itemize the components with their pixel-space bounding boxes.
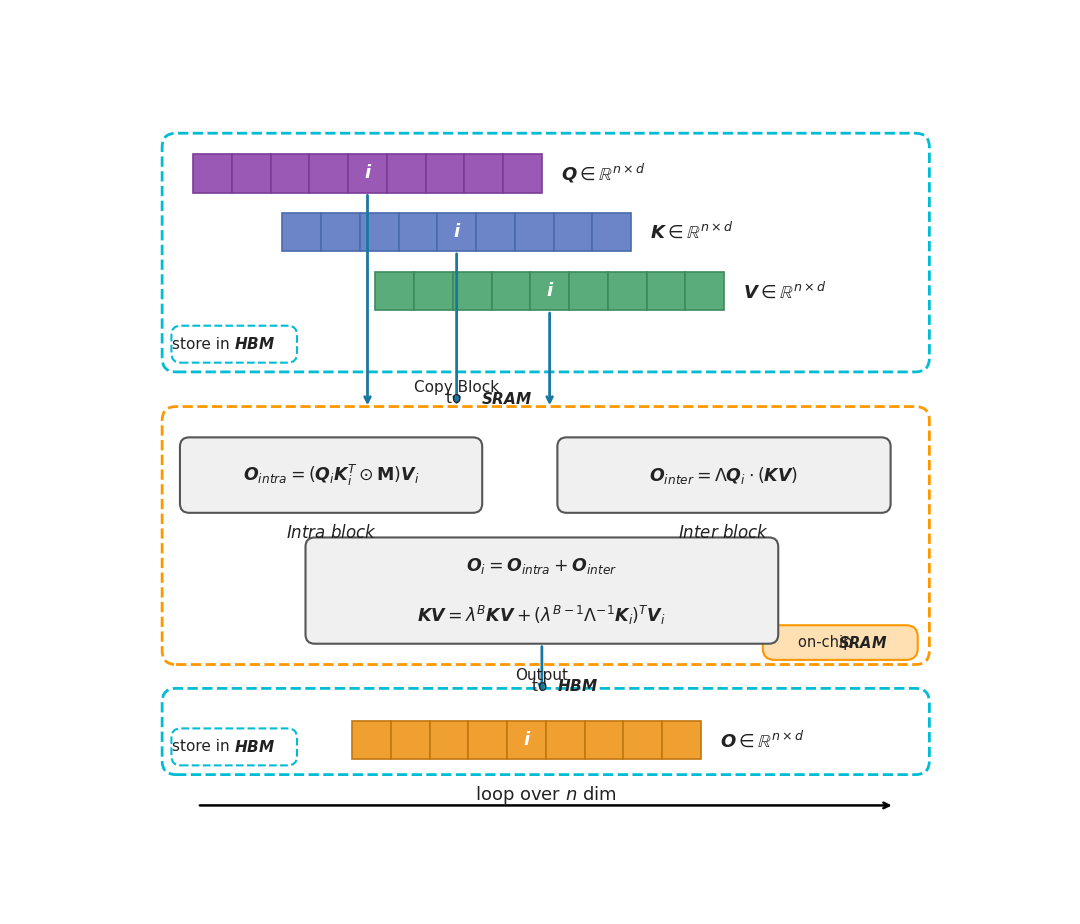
Text: $\mathit{Inter\ block}$: $\mathit{Inter\ block}$	[678, 524, 770, 541]
FancyBboxPatch shape	[469, 721, 507, 760]
FancyBboxPatch shape	[193, 154, 232, 192]
FancyBboxPatch shape	[569, 272, 608, 310]
FancyBboxPatch shape	[430, 721, 469, 760]
Text: $\boldsymbol{HBM}$: $\boldsymbol{HBM}$	[234, 739, 275, 755]
Text: $\boldsymbol{SRAM}$: $\boldsymbol{SRAM}$	[482, 391, 532, 407]
FancyBboxPatch shape	[321, 213, 360, 251]
Text: $\boldsymbol{V} \in \mathbb{R}^{n \times d}$: $\boldsymbol{V} \in \mathbb{R}^{n \times…	[743, 281, 827, 301]
Text: loop over $n$ dim: loop over $n$ dim	[475, 784, 617, 806]
FancyBboxPatch shape	[309, 154, 348, 192]
FancyBboxPatch shape	[503, 154, 542, 192]
FancyBboxPatch shape	[554, 213, 592, 251]
FancyBboxPatch shape	[180, 437, 482, 513]
Text: $\boldsymbol{O}_{intra} = (\boldsymbol{Q}_i\boldsymbol{K}_i^T\odot\mathbf{M})\bo: $\boldsymbol{O}_{intra} = (\boldsymbol{Q…	[243, 463, 419, 488]
FancyBboxPatch shape	[437, 213, 476, 251]
FancyBboxPatch shape	[399, 213, 437, 251]
FancyBboxPatch shape	[647, 272, 685, 310]
Text: i: i	[364, 164, 370, 182]
FancyBboxPatch shape	[530, 272, 569, 310]
FancyBboxPatch shape	[348, 154, 387, 192]
Text: $\boldsymbol{HBM}$: $\boldsymbol{HBM}$	[234, 336, 275, 352]
FancyBboxPatch shape	[491, 272, 530, 310]
FancyBboxPatch shape	[507, 721, 545, 760]
Text: $\boldsymbol{O}_{inter} = \Lambda\boldsymbol{Q}_i \cdot (\boldsymbol{KV})$: $\boldsymbol{O}_{inter} = \Lambda\boldsy…	[649, 465, 798, 486]
Text: $\boldsymbol{Q} \in \mathbb{R}^{n \times d}$: $\boldsymbol{Q} \in \mathbb{R}^{n \times…	[562, 162, 646, 185]
FancyBboxPatch shape	[662, 721, 701, 760]
Text: $\boldsymbol{O} \in \mathbb{R}^{n \times d}$: $\boldsymbol{O} \in \mathbb{R}^{n \times…	[720, 730, 805, 750]
Text: to: to	[531, 678, 552, 694]
Text: $\boldsymbol{HBM}$: $\boldsymbol{HBM}$	[557, 678, 598, 694]
Text: $\boldsymbol{K} \in \mathbb{R}^{n \times d}$: $\boldsymbol{K} \in \mathbb{R}^{n \times…	[650, 222, 734, 242]
Text: on-chip: on-chip	[798, 635, 856, 650]
FancyBboxPatch shape	[414, 272, 453, 310]
FancyBboxPatch shape	[426, 154, 464, 192]
Text: i: i	[454, 223, 460, 241]
FancyBboxPatch shape	[685, 272, 724, 310]
Text: store in: store in	[172, 336, 234, 352]
FancyBboxPatch shape	[584, 721, 623, 760]
Text: Copy Block: Copy Block	[414, 380, 499, 395]
FancyBboxPatch shape	[623, 721, 662, 760]
Text: i: i	[546, 282, 553, 300]
Text: Output: Output	[515, 668, 568, 683]
FancyBboxPatch shape	[232, 154, 271, 192]
Text: $\boldsymbol{O}_i = \boldsymbol{O}_{intra} + \boldsymbol{O}_{inter}$: $\boldsymbol{O}_i = \boldsymbol{O}_{intr…	[467, 556, 618, 577]
FancyBboxPatch shape	[476, 213, 515, 251]
FancyBboxPatch shape	[282, 213, 321, 251]
FancyBboxPatch shape	[375, 272, 414, 310]
FancyBboxPatch shape	[592, 213, 631, 251]
FancyBboxPatch shape	[352, 721, 391, 760]
FancyBboxPatch shape	[557, 437, 891, 513]
Text: $\boldsymbol{SRAM}$: $\boldsymbol{SRAM}$	[838, 635, 888, 650]
FancyBboxPatch shape	[360, 213, 399, 251]
Text: $\mathit{Intra\ block}$: $\mathit{Intra\ block}$	[285, 524, 377, 541]
FancyBboxPatch shape	[453, 272, 491, 310]
Text: $\boldsymbol{KV} = \lambda^B\boldsymbol{KV} + (\lambda^{B-1}\Lambda^{-1}\boldsym: $\boldsymbol{KV} = \lambda^B\boldsymbol{…	[418, 603, 666, 626]
FancyBboxPatch shape	[464, 154, 503, 192]
FancyBboxPatch shape	[762, 626, 918, 660]
FancyBboxPatch shape	[306, 538, 779, 644]
FancyBboxPatch shape	[271, 154, 309, 192]
FancyBboxPatch shape	[387, 154, 426, 192]
FancyBboxPatch shape	[608, 272, 647, 310]
FancyBboxPatch shape	[515, 213, 554, 251]
FancyBboxPatch shape	[545, 721, 584, 760]
Text: store in: store in	[172, 739, 234, 754]
Text: to: to	[446, 392, 467, 407]
FancyBboxPatch shape	[391, 721, 430, 760]
Text: i: i	[524, 731, 529, 749]
